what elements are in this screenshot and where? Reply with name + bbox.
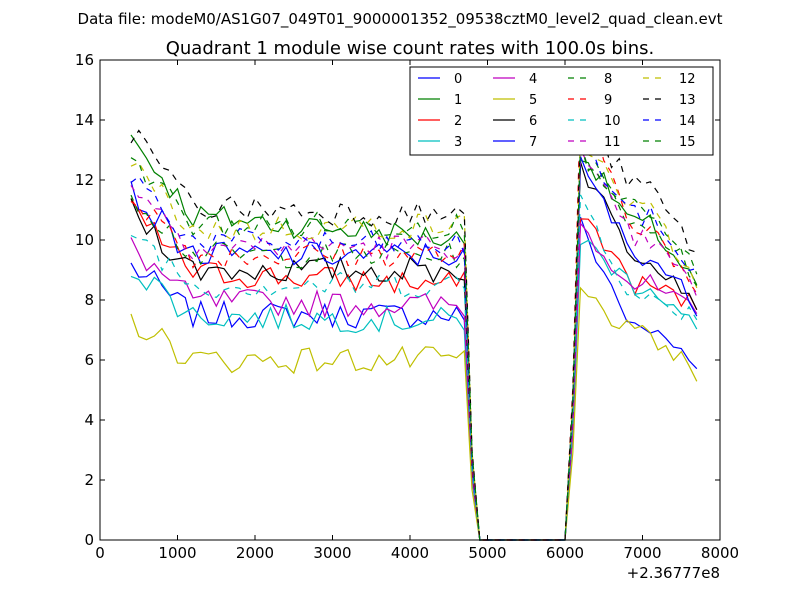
legend-label-4: 4: [529, 72, 537, 87]
series-line-0: [130, 216, 698, 541]
chart-title: Quadrant 1 module wise count rates with …: [166, 38, 655, 59]
x-tick-label: 6000: [546, 544, 584, 562]
series-line-8: [130, 144, 698, 541]
series-line-10: [130, 194, 698, 541]
legend-label-12: 12: [679, 72, 696, 87]
series-line-11: [130, 148, 698, 541]
x-tick-label: 7000: [623, 544, 661, 562]
y-tick-label: 12: [75, 171, 94, 189]
series-line-13: [130, 122, 697, 541]
y-tick-label: 14: [75, 111, 94, 129]
y-tick-label: 2: [84, 471, 94, 489]
x-tick-label: 3000: [313, 544, 351, 562]
axis-layer: 0 1000 2000 3000 4000 5000 6000 7000 80000246810…: [75, 51, 739, 562]
legend-label-10: 10: [604, 114, 621, 129]
x-tick-label: 0: [95, 544, 105, 562]
x-offset-label: +2.36777e8: [627, 564, 720, 582]
legend-label-11: 11: [604, 135, 621, 150]
series-line-9: [130, 98, 698, 541]
y-tick-label: 6: [84, 351, 94, 369]
series-line-1: [130, 134, 698, 541]
legend-label-15: 15: [679, 135, 696, 150]
x-tick-label: 4000: [391, 544, 429, 562]
x-tick-label: 5000: [468, 544, 506, 562]
y-tick-label: 16: [75, 51, 94, 69]
y-tick-label: 4: [84, 411, 94, 429]
series-line-15: [130, 142, 698, 541]
legend-label-5: 5: [529, 93, 537, 108]
legend-label-2: 2: [454, 114, 462, 129]
legend-label-6: 6: [529, 114, 537, 129]
legend-label-0: 0: [454, 72, 462, 87]
y-tick-label: 0: [84, 531, 94, 549]
legend-label-14: 14: [679, 114, 696, 129]
series-line-2: [130, 198, 698, 541]
legend-label-8: 8: [604, 72, 612, 87]
series-layer: [130, 98, 698, 541]
x-tick-label: 2000: [236, 544, 274, 562]
y-tick-label: 10: [75, 231, 94, 249]
x-tick-label: 1000: [158, 544, 196, 562]
legend-label-3: 3: [454, 135, 462, 150]
series-line-12: [130, 132, 698, 541]
series-line-5: [130, 286, 698, 541]
legend-box: [409, 66, 714, 156]
chart-suptitle: Data file: modeM0/AS1G07_049T01_90000013…: [78, 10, 723, 29]
legend-label-7: 7: [529, 135, 537, 150]
x-tick-label: 8000: [701, 544, 739, 562]
series-line-6: [130, 161, 698, 541]
y-tick-label: 8: [84, 291, 94, 309]
legend-label-9: 9: [604, 93, 612, 108]
series-line-14: [130, 146, 697, 541]
legend-label-1: 1: [454, 93, 462, 108]
legend-label-13: 13: [679, 93, 696, 108]
